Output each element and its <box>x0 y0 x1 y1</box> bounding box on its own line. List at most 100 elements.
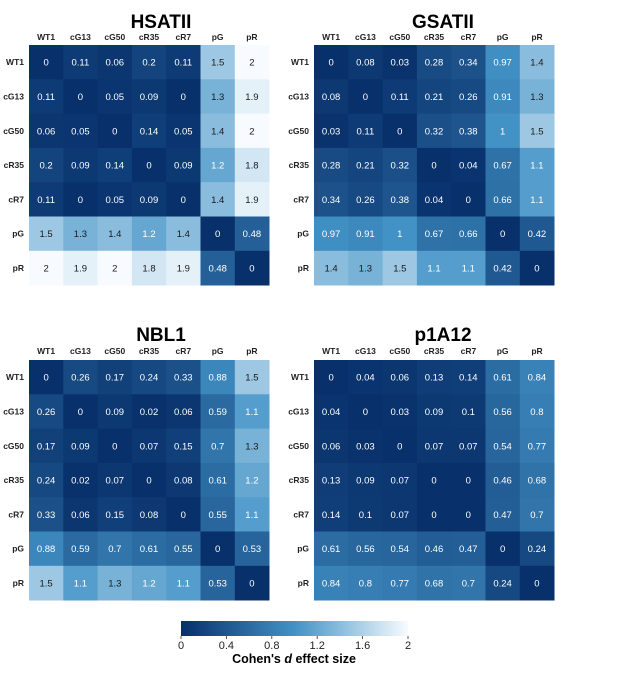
heatmap-cell <box>131 394 167 429</box>
heatmap-cell <box>97 216 133 252</box>
heatmap-cell <box>348 360 383 395</box>
heatmap-cell <box>200 113 236 149</box>
heatmap-cell <box>200 394 236 429</box>
x-tick-label: cR7 <box>461 32 477 42</box>
x-tick-label: pR <box>246 346 257 356</box>
heatmap-cell <box>29 360 64 395</box>
heatmap-cell <box>166 216 201 252</box>
heatmap-cell <box>416 428 452 464</box>
heatmap-cell <box>416 394 452 429</box>
x-tick-label: cG50 <box>389 346 410 356</box>
y-tick-label: cG13 <box>3 406 24 416</box>
heatmap-cell <box>234 497 270 532</box>
heatmap-cell <box>166 113 201 149</box>
heatmap-cell <box>166 428 201 464</box>
heatmap-cell <box>29 394 64 429</box>
heatmap-cell <box>348 531 383 567</box>
heatmap-hsatii: HSATII WT1 WT1 cG13 cG13 cG50 cG50 cR35 cR35 cR7 c… <box>3 12 270 286</box>
heatmap-cell <box>234 394 270 429</box>
heatmap-cell <box>63 113 98 149</box>
heatmap-cell <box>519 79 555 114</box>
heatmap-cell <box>234 147 270 183</box>
heatmap-cell <box>97 182 133 217</box>
heatmap-cell <box>200 531 236 567</box>
heatmap-cell <box>63 394 98 429</box>
heatmap-cell <box>97 250 133 286</box>
heatmap-cell <box>416 79 452 114</box>
heatmap-cell <box>131 565 167 601</box>
heatmap-cell <box>234 79 270 114</box>
colorbar-tick-label: 0.8 <box>264 640 279 652</box>
heatmap-cell <box>485 360 521 395</box>
colorbar-tick-label: 1.2 <box>310 640 325 652</box>
heatmap-cell <box>382 394 418 429</box>
heatmap-cell <box>519 182 555 217</box>
heatmap-cell <box>97 113 133 149</box>
heatmap-cell <box>382 250 418 286</box>
heatmap-cell <box>416 497 452 532</box>
heatmap-cell <box>451 497 486 532</box>
heatmap-cell <box>166 462 201 498</box>
heatmap-cell <box>166 394 201 429</box>
y-tick-label: cR35 <box>289 475 310 485</box>
heatmap-cell <box>451 79 486 114</box>
heatmap-nbl1: NBL1 WT1 WT1 cG13 cG13 cG50 cG50 cR35 cR35 cR7 cR7… <box>3 325 270 601</box>
heatmap-cell <box>314 45 349 80</box>
heatmap-cell <box>166 497 201 532</box>
x-tick-label: pG <box>497 346 509 356</box>
x-tick-label: cR7 <box>176 32 192 42</box>
heatmap-cell <box>519 216 555 252</box>
heatmap-cell <box>416 462 452 498</box>
heatmap-cell <box>200 462 236 498</box>
x-tick-label: pG <box>212 346 224 356</box>
colorbar-title-suffix: effect size <box>292 652 356 666</box>
heatmap-cell <box>348 497 383 532</box>
heatmap-cell <box>200 428 236 464</box>
x-tick-label: cG13 <box>70 32 91 42</box>
heatmap-cell <box>29 250 64 286</box>
heatmap-cell <box>166 79 201 114</box>
heatmap-cell <box>314 360 349 395</box>
heatmap-cell <box>519 394 555 429</box>
heatmap-panels: HSATII WT1 WT1 cG13 cG13 cG50 cG50 cR35 cR35 cR7 c… <box>3 12 555 601</box>
heatmap-cell <box>29 113 64 149</box>
heatmap-cell <box>519 428 555 464</box>
heatmap-cell <box>314 394 349 429</box>
heatmap-cell <box>416 216 452 252</box>
colorbar-ticks: 0 0.4 0.8 1.2 1.6 2 <box>178 636 411 652</box>
heatmap-cell <box>485 45 521 80</box>
heatmap-cell <box>131 360 167 395</box>
heatmap-cell <box>63 250 98 286</box>
heatmap-cell <box>348 428 383 464</box>
heatmap-cell <box>485 394 521 429</box>
heatmap-cell <box>234 250 270 286</box>
heatmap-cell <box>166 250 201 286</box>
y-tick-label: pR <box>298 263 309 273</box>
colorbar-title-prefix: Cohen's <box>232 652 284 666</box>
heatmap-cell <box>382 147 418 183</box>
heatmap-cell <box>485 497 521 532</box>
x-tick-label: pR <box>531 346 542 356</box>
heatmap-cell <box>451 428 486 464</box>
heatmap-cell <box>131 216 167 252</box>
heatmap-cell <box>97 360 133 395</box>
y-tick-label: cR7 <box>8 194 24 204</box>
x-tick-label: WT1 <box>37 32 55 42</box>
y-tick-label: cG13 <box>3 91 24 101</box>
panel-title: GSATII <box>412 12 474 33</box>
x-tick-label: cG13 <box>70 346 91 356</box>
y-tick-label: pG <box>12 544 24 554</box>
heatmap-cell <box>416 360 452 395</box>
y-tick-label: cG50 <box>3 126 24 136</box>
heatmap-cell <box>29 182 64 217</box>
x-tick-label: cR35 <box>139 346 160 356</box>
heatmap-cell <box>166 531 201 567</box>
heatmap-cell <box>451 216 486 252</box>
heatmap-cell <box>29 79 64 114</box>
heatmap-cell <box>485 147 521 183</box>
heatmap-cell <box>234 565 270 601</box>
heatmap-cell <box>131 531 167 567</box>
heatmap-cell <box>485 182 521 217</box>
heatmap-cell <box>451 531 486 567</box>
y-tick-label: cR35 <box>4 160 25 170</box>
